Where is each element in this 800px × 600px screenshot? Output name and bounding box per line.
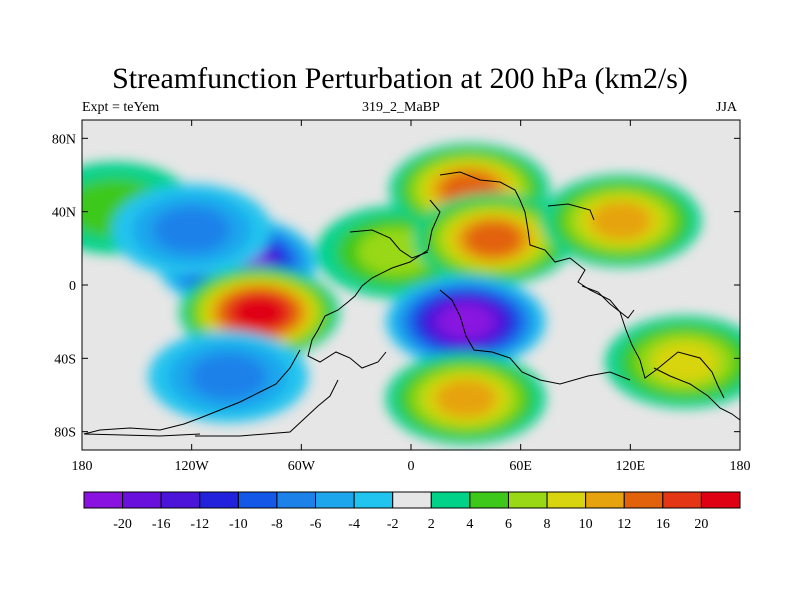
colorbar-label: -2 (387, 517, 399, 532)
colorbar-label: -8 (271, 517, 283, 532)
plot-area (81, 119, 741, 451)
colorbar-label: 2 (428, 517, 435, 532)
colorbar-box (469, 491, 509, 509)
y-tick-label: 80N (52, 132, 76, 147)
contour-level-9-4 (435, 379, 497, 418)
coastline (83, 171, 740, 437)
colorbar-label: -20 (113, 517, 132, 532)
axes: 180 120W 60W 0 60E 120E 180 80N 40N 0 40S 80S (52, 120, 751, 474)
colorbar-label: 12 (617, 517, 631, 532)
chart-title: Streamfunction Perturbation at 200 hPa (… (112, 62, 688, 95)
x-tick-label: 180 (730, 459, 751, 474)
contour-level-7-4 (590, 202, 652, 240)
colorbar-box (353, 491, 394, 509)
y-tick-label: 80S (54, 426, 76, 441)
x-tick-label: 60E (509, 459, 532, 474)
x-tick-label: 120E (616, 459, 646, 474)
colorbar-label: -4 (348, 517, 360, 532)
left-string: Expt = teYem (82, 100, 160, 115)
x-tick-label: 0 (408, 459, 415, 474)
colorbar-box (237, 491, 278, 509)
colorbar-box (199, 491, 239, 509)
x-tick-label: 60W (288, 459, 316, 474)
colorbar-box (315, 491, 355, 509)
colorbar-box (392, 491, 432, 509)
colorbar-box (585, 491, 625, 509)
contour-level-8-7 (440, 305, 492, 338)
colorbar-box (546, 491, 587, 509)
colorbar-label: 20 (694, 517, 708, 532)
contour-level-3-7 (233, 296, 286, 329)
y-tick-label: 40N (52, 206, 76, 221)
y-tick-label: 40S (54, 352, 76, 367)
contour-level-6-5 (464, 221, 522, 257)
colorbar-label: 10 (579, 517, 593, 532)
colorbar-box (662, 491, 702, 509)
colorbar-box (507, 491, 548, 509)
colorbar: -20 -16 -12 -10 -8 -6 -4 -2 2 4 6 8 10 12 16 20 (83, 491, 741, 532)
colorbar-label: 8 (544, 517, 551, 532)
contour-level-2-2 (153, 206, 231, 254)
right-string: JJA (716, 100, 738, 115)
colorbar-box (83, 491, 124, 509)
colorbar-label: 6 (505, 517, 512, 532)
colorbar-label: -16 (152, 517, 171, 532)
colorbar-box (623, 491, 664, 509)
colorbar-box (160, 491, 201, 509)
colorbar-label: -12 (190, 517, 209, 532)
colorbar-box (430, 491, 471, 509)
colorbar-box (700, 491, 741, 509)
colorbar-label: 16 (656, 517, 670, 532)
colorbar-box (122, 491, 162, 509)
center-string: 319_2_MaBP (362, 100, 440, 115)
contour-level-10-3 (651, 341, 719, 383)
colorbar-box (276, 491, 317, 509)
colorbar-label: 4 (466, 517, 473, 532)
contour-fill (82, 143, 740, 445)
contour-level-11-2 (189, 353, 267, 400)
colorbar-label: -6 (310, 517, 322, 532)
colorbar-label: -10 (229, 517, 248, 532)
y-tick-label: 0 (69, 279, 76, 294)
x-tick-label: 180 (72, 459, 93, 474)
x-tick-label: 120W (175, 459, 210, 474)
